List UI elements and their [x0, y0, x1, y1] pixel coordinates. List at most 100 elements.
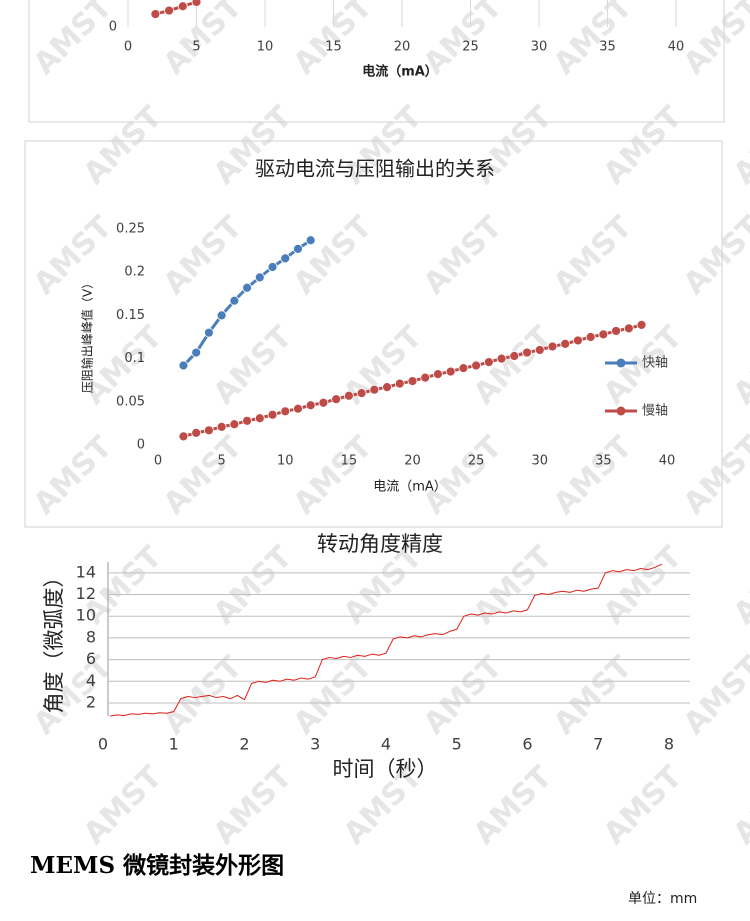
watermark: AMST — [77, 99, 169, 191]
watermark: AMST — [207, 319, 299, 411]
x-tick-label: 4 — [381, 735, 391, 754]
data-point — [471, 360, 482, 371]
data-point — [522, 347, 532, 358]
data-point — [191, 0, 202, 7]
watermark: AMST — [157, 649, 249, 741]
section-heading: MEMS 微镜封装外形图 — [30, 852, 284, 879]
data-point — [636, 320, 647, 330]
data-point — [623, 323, 634, 334]
data-point — [203, 327, 214, 338]
x-tick-label: 10 — [257, 40, 274, 55]
watermark: AMST — [677, 209, 750, 301]
data-point — [293, 403, 303, 414]
watermark: AMST — [597, 539, 689, 631]
watermark: AMST — [547, 0, 639, 82]
watermark: AMST — [677, 649, 750, 741]
watermark: AMST — [27, 209, 119, 301]
x-tick-label: 15 — [325, 40, 342, 55]
data-point — [254, 272, 265, 283]
watermark: AMST — [157, 429, 249, 521]
data-point — [483, 357, 494, 367]
y-tick-label: 0.1 — [124, 351, 145, 366]
watermark: AMST — [597, 99, 689, 191]
data-point — [191, 347, 202, 358]
watermark: AMST — [287, 209, 379, 301]
watermark: AMST — [547, 429, 639, 521]
watermark: AMST — [207, 759, 299, 851]
x-tick-label: 25 — [468, 454, 485, 469]
data-point — [267, 409, 278, 420]
legend-label: 慢轴 — [642, 403, 668, 419]
x-tick-label: 2 — [239, 735, 249, 754]
data-point — [280, 406, 291, 417]
x-tick-label: 0 — [154, 454, 162, 469]
watermark: AMST — [677, 429, 750, 521]
data-point — [191, 428, 202, 438]
watermark: AMST — [727, 99, 750, 191]
watermark: AMST — [417, 429, 509, 521]
watermark: AMST — [597, 759, 689, 851]
x-tick-label: 35 — [595, 454, 612, 469]
x-tick-label: 5 — [452, 735, 462, 754]
data-point — [331, 394, 342, 405]
data-point — [150, 9, 161, 19]
x-tick-label: 10 — [277, 454, 294, 469]
data-point — [305, 400, 316, 411]
y-tick-label: 0 — [109, 20, 117, 35]
data-point — [164, 5, 175, 16]
data-point — [560, 339, 571, 349]
y-tick-label: 0.25 — [116, 222, 145, 237]
data-point — [318, 397, 329, 408]
data-point — [280, 253, 291, 264]
x-tick-label: 40 — [659, 454, 676, 469]
x-axis-label: 电流（mA） — [373, 480, 447, 495]
watermark: AMST — [77, 759, 169, 851]
watermark: AMST — [547, 209, 639, 301]
data-point — [598, 329, 609, 340]
watermark: AMST — [417, 649, 509, 741]
chart-title: 驱动电流与压阻输出的关系 — [255, 157, 495, 181]
x-tick-label: 35 — [599, 40, 616, 55]
y-tick-label: 0 — [137, 438, 145, 453]
data-point — [496, 353, 507, 364]
data-point — [229, 295, 240, 306]
watermark: AMST — [287, 649, 379, 741]
watermark: AMST — [727, 319, 750, 411]
watermark: AMST — [547, 649, 639, 741]
y-tick-label: 10 — [76, 606, 96, 625]
data-point — [267, 262, 278, 272]
x-tick-label: 30 — [531, 454, 548, 469]
y-tick-label: 0.05 — [116, 394, 145, 409]
data-point — [369, 384, 380, 395]
y-tick-label: 2 — [86, 692, 96, 711]
y-tick-label: 14 — [76, 562, 96, 581]
data-point — [216, 421, 227, 432]
x-tick-label: 20 — [404, 454, 421, 469]
data-point — [458, 363, 469, 374]
watermark: AMST — [27, 429, 119, 521]
series-line — [155, 0, 197, 16]
y-tick-label: 0.2 — [124, 265, 145, 280]
unit-note: 单位：mm — [628, 891, 697, 907]
watermark: AMST — [467, 759, 559, 851]
y-axis-label: 压阻输出峰峰值（V） — [80, 277, 95, 393]
data-point — [343, 390, 354, 401]
x-tick-label: 0 — [124, 40, 132, 55]
y-tick-label: 6 — [86, 649, 96, 668]
data-point — [178, 360, 189, 371]
data-point — [293, 243, 303, 254]
data-point — [534, 345, 545, 355]
data-point — [585, 332, 596, 342]
data-point — [407, 376, 418, 386]
x-tick-label: 25 — [462, 40, 479, 55]
y-tick-label: 0.15 — [116, 308, 145, 323]
chart-frame — [24, 140, 723, 528]
watermark: AMST — [27, 649, 119, 741]
y-axis-label: 角度（微弧度） — [42, 567, 66, 714]
x-tick-label: 3 — [310, 735, 320, 754]
watermark: AMST — [677, 0, 750, 82]
x-tick-label: 30 — [531, 40, 548, 55]
watermark: AMST — [27, 0, 119, 82]
x-axis-label: 时间（秒） — [333, 757, 438, 781]
